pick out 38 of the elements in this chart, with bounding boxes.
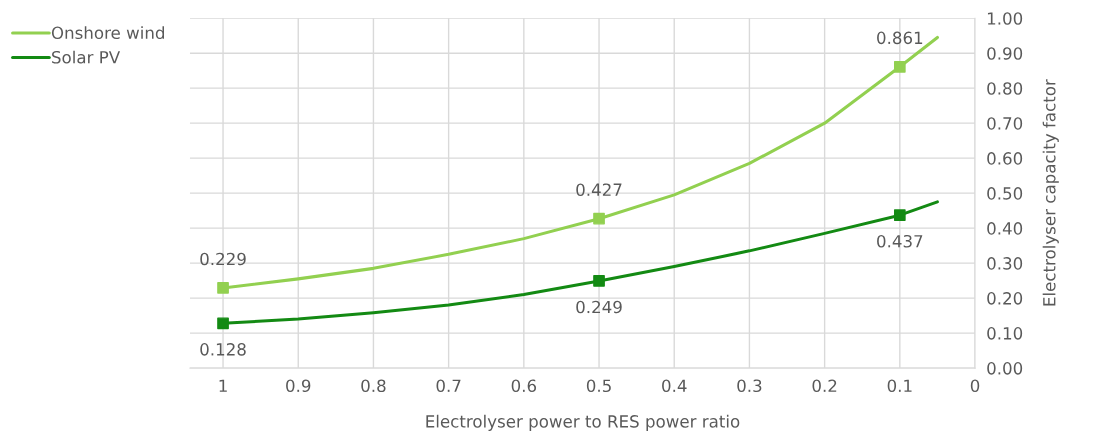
x-tick-label: 0.1: [887, 379, 912, 393]
y-tick-label: 0.10: [987, 327, 1023, 340]
y-tick-label: 0.20: [987, 292, 1023, 305]
y-tick-label: 0.40: [987, 222, 1023, 235]
x-tick-label: 0.9: [286, 379, 311, 393]
x-tick-label: 0.8: [361, 379, 386, 393]
point: [593, 275, 605, 287]
y-tick-label: 1.00: [987, 12, 1023, 25]
data-label: 0.249: [576, 300, 622, 314]
data-label: 0.128: [200, 343, 246, 356]
point: [593, 212, 605, 225]
point: [893, 209, 906, 222]
x-tick-label: 0.7: [436, 379, 461, 393]
legend-label: Solar PV: [52, 50, 121, 64]
y-tick-label: 0.70: [987, 117, 1023, 130]
x-tick-label: 0: [970, 379, 980, 393]
data-label: 0.861: [877, 31, 923, 45]
x-axis-title: Electrolyser power to RES power ratio: [426, 414, 740, 431]
y-axis-title: Electrolyser capacity factor: [1042, 79, 1059, 306]
y-tick-label: 0.50: [987, 187, 1023, 200]
x-tick-label: 0.6: [511, 379, 537, 393]
data-label: 0.229: [200, 252, 246, 266]
point: [217, 282, 229, 294]
point: [217, 317, 229, 330]
x-tick-label: 0.2: [812, 379, 837, 393]
x-tick-label: 0.3: [737, 379, 762, 393]
x-tick-label: 0.4: [662, 379, 687, 393]
x-tick-label: 1: [219, 379, 227, 392]
y-tick-label: 0.80: [987, 82, 1023, 95]
y-tick-label: 0.00: [987, 362, 1023, 375]
x-tick-label: 0.5: [586, 379, 611, 393]
legend-label: Onshore wind: [51, 26, 164, 40]
point: [893, 60, 906, 73]
y-tick-label: 0.90: [987, 47, 1023, 60]
data-label: 0.427: [576, 183, 622, 197]
y-tick-label: 0.60: [987, 152, 1023, 165]
y-tick-label: 0.30: [987, 257, 1023, 270]
data-label: 0.437: [877, 234, 923, 248]
